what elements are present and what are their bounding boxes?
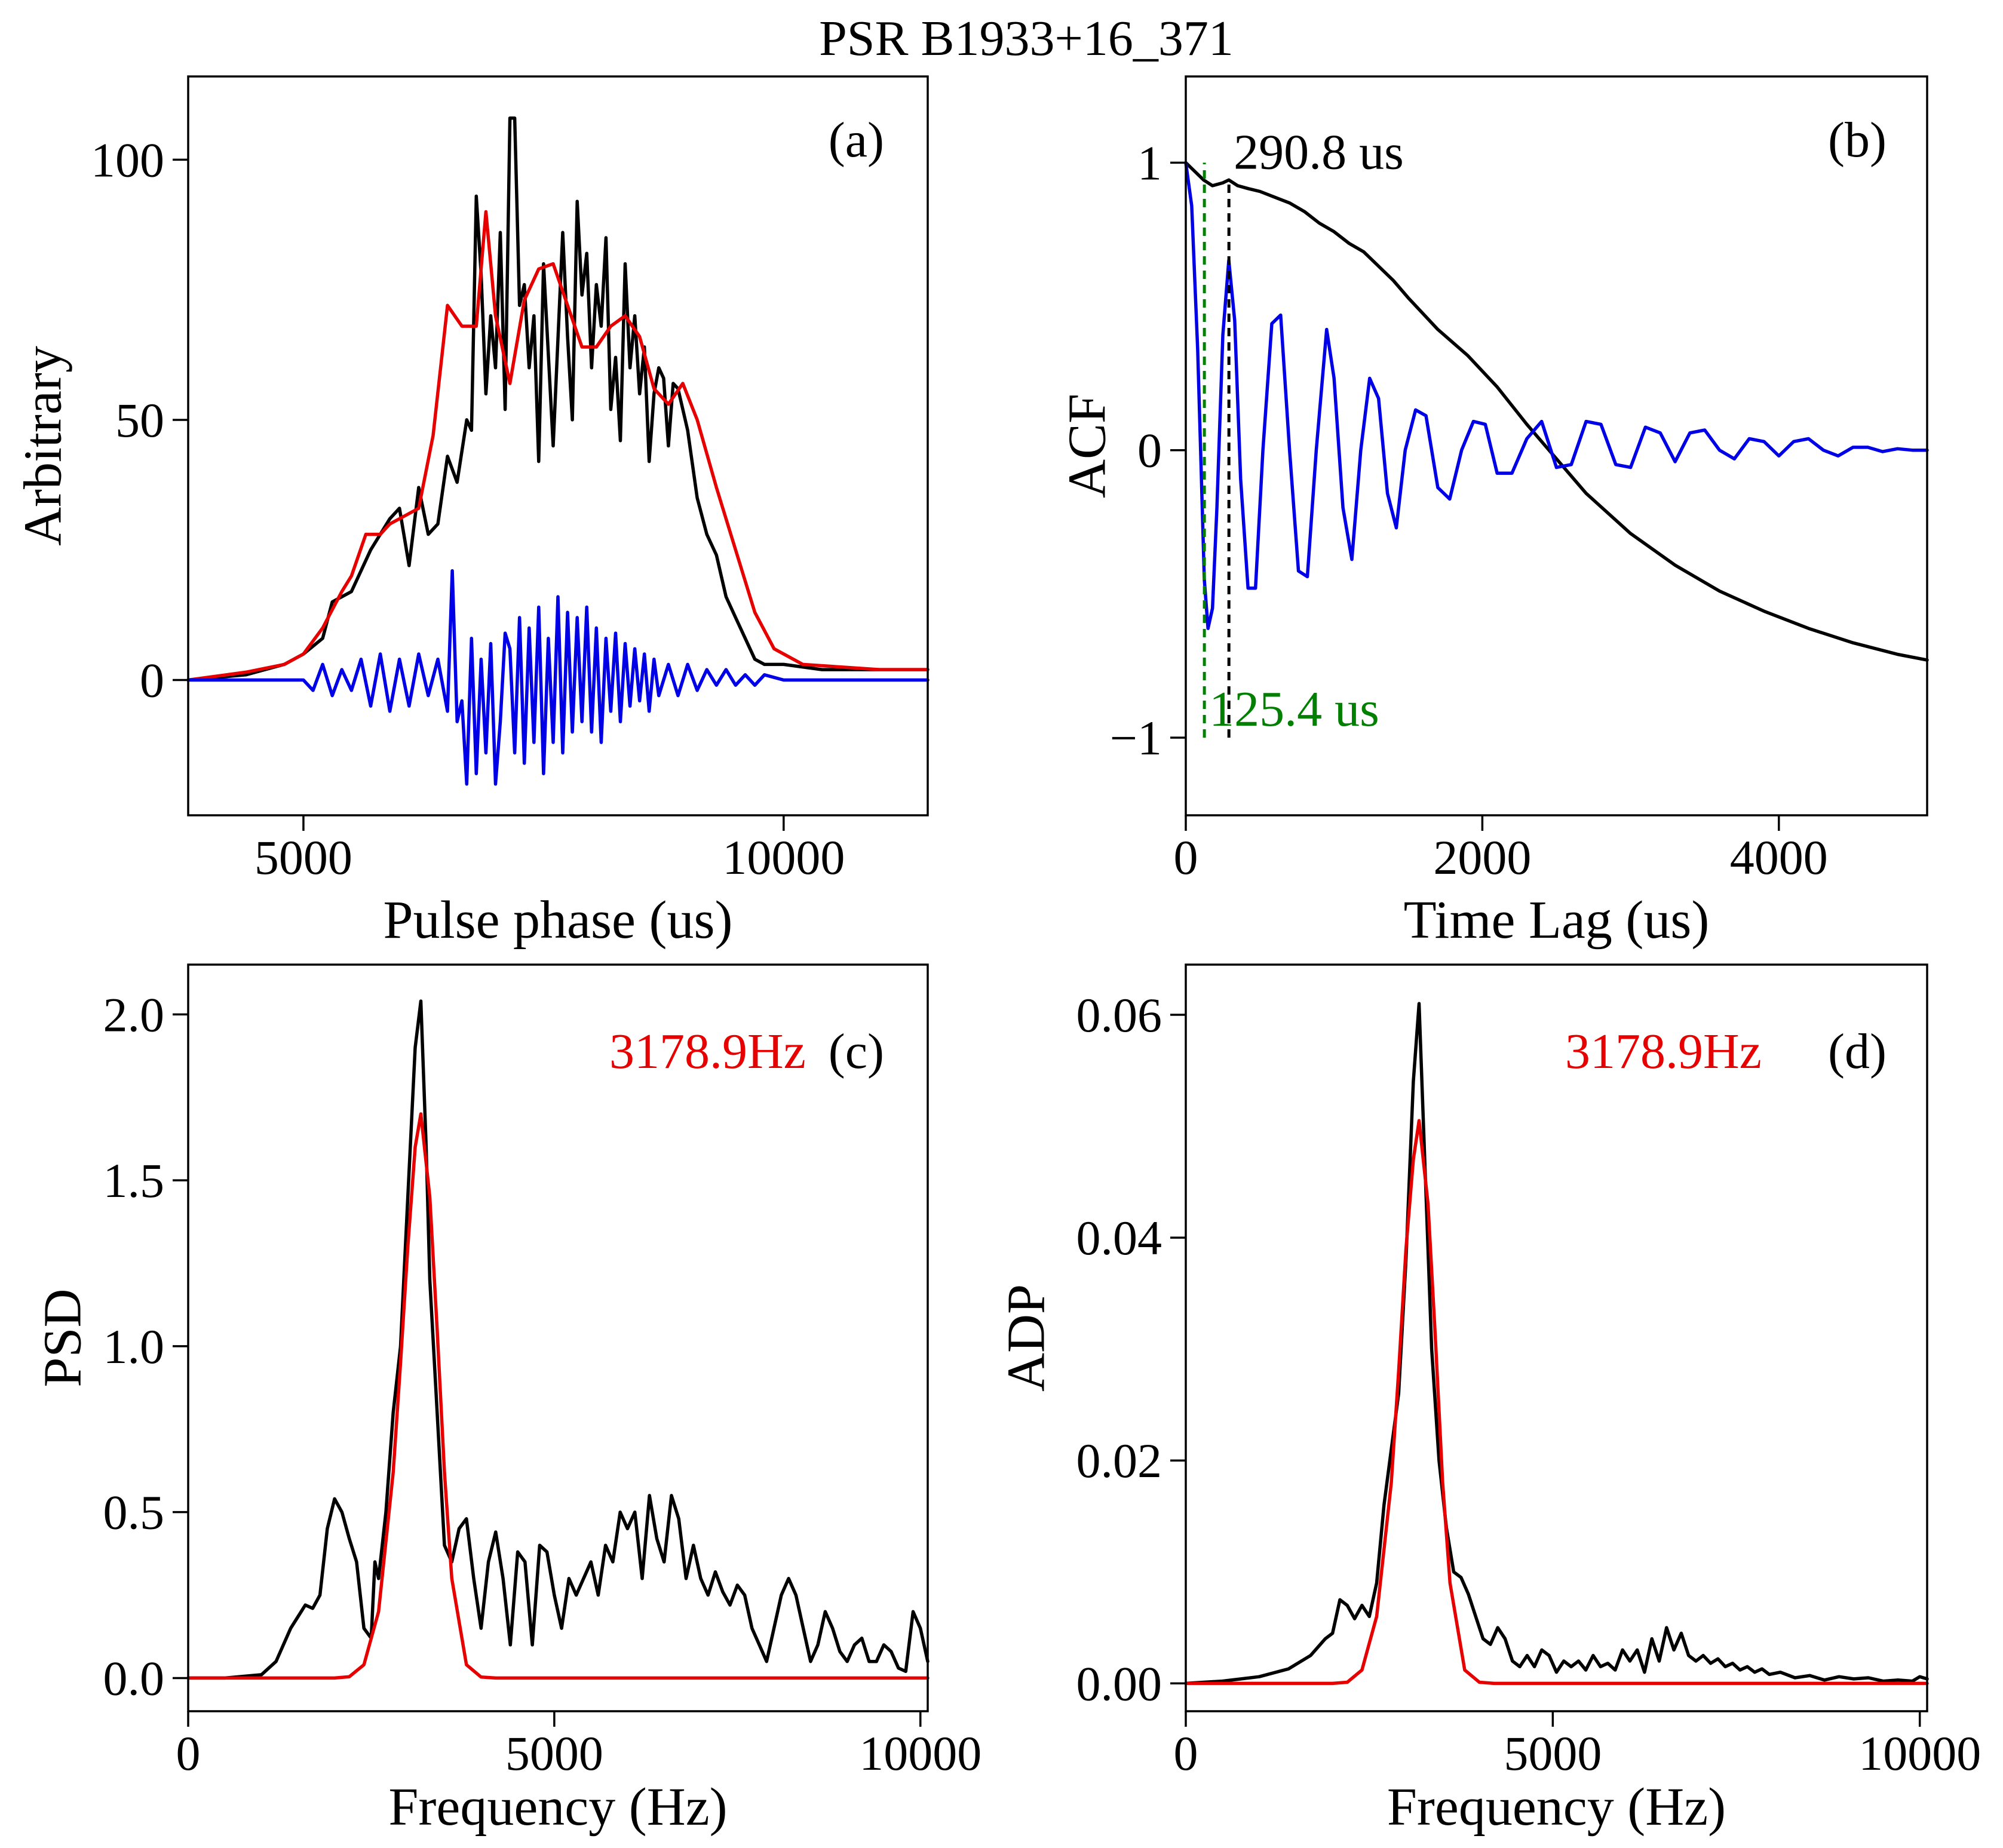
x-tick-label: 2000: [1433, 830, 1531, 885]
y-tick-label: 0: [140, 653, 164, 708]
panel-c-psd-chart: 0 5000 10000 0.0 0.5 1.0 1.5 2.0 Frequency (Hz) P…: [33, 963, 981, 1837]
y-tick-label: 0.04: [1076, 1211, 1162, 1265]
panel-a-acf-chart: 5000 10000 0 50 100 Pulse phase (us) Arbitrary…: [14, 75, 930, 950]
x-tick-label: 10000: [722, 830, 845, 885]
plot-frame: [187, 963, 929, 1712]
series-b-1-line: [1184, 161, 1929, 630]
x-tick-label: 0: [1174, 830, 1198, 885]
x-tick-label: 0: [176, 1726, 201, 1781]
y-tick-label: 2.0: [103, 987, 165, 1042]
x-axis-label: Frequency (Hz): [388, 1778, 727, 1837]
panel-d-adp-chart: 0 5000 10000 0.00 0.02 0.04 0.06 Frequency (Hz)…: [997, 963, 1981, 1837]
y-tick-label: 1.0: [103, 1319, 165, 1374]
y-tick-label: −1: [1110, 711, 1162, 765]
series-c-1-line: [186, 1112, 930, 1680]
y-tick-label: 0.02: [1076, 1433, 1162, 1488]
y-tick-label: 0.00: [1076, 1656, 1162, 1711]
y-tick-label: 50: [115, 393, 164, 447]
y-tick-label: 0.0: [103, 1651, 165, 1705]
y-tick-label: 0.5: [103, 1485, 165, 1540]
x-axis-label: Pulse phase (us): [384, 891, 733, 950]
x-tick-label: 10000: [1858, 1726, 1981, 1781]
plot-frame: [187, 75, 929, 816]
x-tick-label: 0: [1174, 1726, 1198, 1781]
annotation-label: 3178.9Hz: [1565, 1024, 1762, 1079]
panel-label: (b): [1828, 112, 1887, 168]
series-d-0-line: [1184, 1002, 1929, 1686]
series-a-0-line: [186, 116, 930, 682]
y-axis-label: PSD: [33, 1288, 93, 1387]
series-c-0-line: [186, 999, 930, 1680]
panel-label: (a): [829, 112, 884, 168]
y-tick-label: 0.06: [1076, 988, 1162, 1042]
series-a-1-line: [186, 210, 930, 682]
y-tick-label: 0: [1137, 423, 1162, 478]
y-axis-label: ADP: [997, 1284, 1056, 1392]
panel-label: (c): [829, 1024, 884, 1079]
plot-frame: [1185, 963, 1928, 1712]
panel-label: (d): [1828, 1024, 1887, 1079]
y-tick-label: 1: [1137, 136, 1162, 190]
y-axis-label: Arbitrary: [14, 346, 73, 546]
annotation-label: 290.8 us: [1234, 124, 1404, 180]
y-axis-label: ACF: [1058, 394, 1117, 498]
figure-title: PSR B1933+16_371: [819, 11, 1234, 66]
series-d-1-line: [1184, 1119, 1929, 1686]
y-tick-label: 100: [91, 133, 164, 187]
x-axis-label: Frequency (Hz): [1387, 1778, 1726, 1837]
series-a-2-line: [186, 569, 930, 786]
x-tick-label: 4000: [1730, 830, 1828, 885]
x-tick-label: 5000: [505, 1726, 603, 1781]
annotation-label: 3178.9Hz: [609, 1024, 806, 1079]
x-axis-label: Time Lag (us): [1404, 891, 1710, 950]
annotation-label: 125.4 us: [1209, 682, 1379, 737]
x-tick-label: 5000: [254, 830, 352, 885]
panel-b-acf-chart: 0 2000 4000 −1 0 1 Time Lag (us) ACF (b) 290.8 us…: [1058, 75, 1929, 950]
x-tick-label: 5000: [1504, 1726, 1602, 1781]
y-tick-label: 1.5: [103, 1153, 165, 1208]
plot-frame: [1185, 75, 1928, 816]
x-tick-label: 10000: [859, 1726, 981, 1781]
series-b-0-line: [1184, 161, 1929, 662]
